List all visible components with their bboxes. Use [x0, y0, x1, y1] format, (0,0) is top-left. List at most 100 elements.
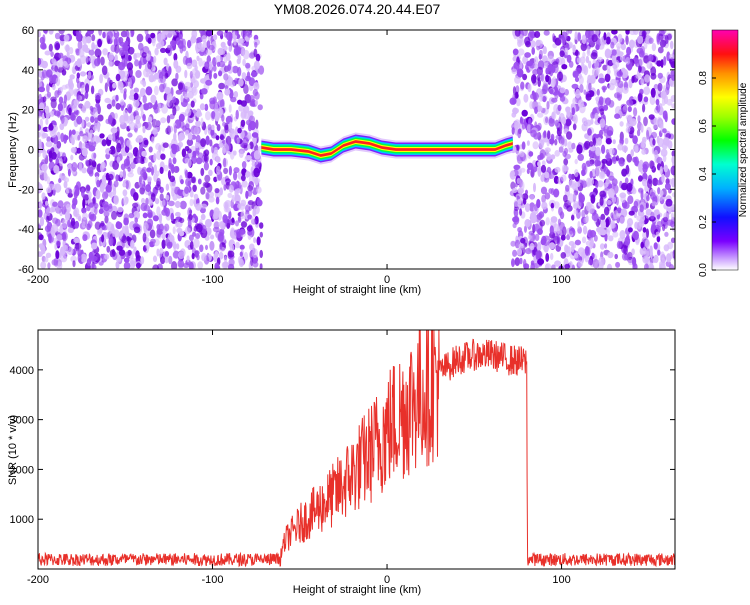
noise-speckle — [514, 75, 521, 84]
noise-speckle — [533, 182, 536, 193]
noise-speckle — [669, 40, 674, 50]
noise-speckle — [127, 172, 134, 178]
noise-speckle — [553, 188, 560, 198]
colorbar-ticks: 0.0 0.2 0.4 0.6 0.8 — [698, 71, 716, 277]
noise-speckle — [142, 232, 147, 243]
noise-speckle — [530, 213, 537, 224]
noise-speckle — [623, 253, 630, 261]
noise-speckle — [625, 164, 630, 175]
noise-speckle — [566, 234, 571, 241]
noise-speckle — [94, 172, 100, 178]
noise-speckle — [611, 49, 617, 56]
noise-speckle — [149, 229, 156, 239]
noise-speckle — [617, 80, 624, 89]
noise-speckle — [560, 174, 567, 182]
noise-speckle — [530, 260, 535, 266]
noise-speckle — [616, 155, 619, 162]
noise-speckle — [147, 116, 153, 123]
noise-speckle — [568, 173, 572, 179]
noise-speckle — [197, 261, 204, 269]
noise-speckle — [584, 245, 590, 256]
noise-speckle — [250, 71, 258, 77]
noise-speckle — [655, 98, 660, 106]
noise-speckle — [597, 180, 604, 188]
noise-speckle — [241, 72, 247, 80]
noise-speckle — [657, 116, 662, 125]
noise-speckle — [560, 252, 567, 259]
noise-speckle — [670, 212, 675, 220]
noise-speckle — [205, 192, 210, 200]
noise-speckle — [235, 109, 239, 120]
noise-speckle — [524, 52, 531, 58]
noise-speckle — [530, 93, 536, 100]
noise-speckle — [516, 144, 520, 151]
noise-speckle — [59, 123, 65, 131]
noise-speckle — [124, 40, 129, 47]
noise-speckle — [542, 62, 550, 69]
noise-speckle — [662, 137, 670, 146]
noise-speckle — [140, 79, 146, 85]
noise-speckle — [122, 44, 126, 52]
noise-speckle — [619, 137, 624, 146]
noise-speckle — [205, 111, 211, 121]
noise-speckle — [160, 153, 166, 160]
noise-speckle — [56, 240, 61, 247]
noise-speckle — [632, 257, 637, 267]
spectrogram-y-tick-label: 20 — [22, 105, 34, 117]
noise-speckle — [529, 101, 534, 110]
noise-speckle — [238, 78, 244, 87]
noise-speckle — [229, 244, 235, 252]
noise-speckle — [200, 186, 206, 195]
noise-speckle — [162, 142, 169, 148]
noise-speckle — [178, 113, 185, 122]
noise-speckle — [112, 187, 117, 197]
noise-speckle — [141, 197, 145, 204]
noise-speckle — [612, 155, 617, 165]
noise-speckle — [233, 167, 240, 174]
noise-speckle — [587, 259, 593, 266]
noise-speckle — [512, 98, 517, 105]
noise-speckle — [61, 69, 67, 76]
noise-speckle — [607, 69, 611, 75]
noise-speckle — [663, 164, 668, 173]
noise-speckle — [54, 32, 61, 40]
noise-speckle — [228, 263, 235, 269]
noise-speckle — [97, 114, 104, 122]
noise-speckle — [86, 223, 91, 231]
noise-speckle — [599, 118, 606, 128]
noise-speckle — [662, 128, 667, 134]
noise-speckle — [659, 190, 664, 197]
noise-speckle — [82, 135, 89, 143]
noise-speckle — [239, 244, 245, 250]
noise-speckle — [115, 261, 120, 269]
noise-speckle — [624, 236, 631, 246]
noise-speckle — [518, 243, 525, 249]
noise-speckle — [75, 30, 82, 36]
noise-speckle — [666, 98, 673, 106]
colorbar-label: Normalized spectral amplitude — [738, 82, 749, 217]
noise-speckle — [656, 235, 661, 243]
noise-speckle — [179, 217, 185, 224]
noise-speckle — [581, 162, 587, 172]
noise-speckle — [646, 195, 650, 202]
noise-speckle — [63, 94, 67, 104]
noise-speckle — [38, 183, 43, 193]
noise-speckle — [233, 171, 238, 181]
noise-speckle — [259, 249, 264, 259]
noise-speckle — [512, 107, 519, 114]
noise-speckle — [633, 156, 639, 167]
noise-speckle — [173, 132, 177, 142]
noise-speckle — [643, 40, 648, 50]
noise-speckle — [223, 167, 229, 175]
snr-x-tick-label: -100 — [202, 574, 224, 586]
noise-speckle — [85, 159, 90, 166]
noise-speckle — [149, 199, 153, 205]
noise-speckle — [169, 162, 174, 171]
noise-speckle — [130, 31, 134, 38]
noise-speckle — [63, 244, 67, 251]
spectrogram-y-tick-label: 0 — [28, 145, 34, 157]
noise-speckle — [537, 258, 545, 266]
noise-speckle — [229, 128, 233, 138]
noise-speckle — [665, 198, 673, 207]
noise-speckle — [642, 227, 647, 233]
